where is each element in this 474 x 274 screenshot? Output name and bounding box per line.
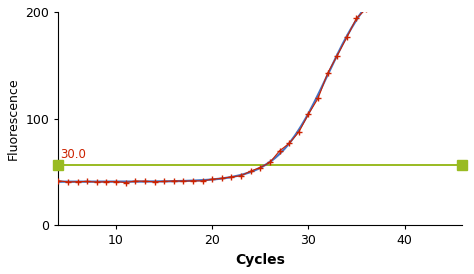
Y-axis label: Fluorescence: Fluorescence [7, 77, 20, 160]
Text: 30.0: 30.0 [60, 148, 86, 161]
X-axis label: Cycles: Cycles [236, 253, 285, 267]
